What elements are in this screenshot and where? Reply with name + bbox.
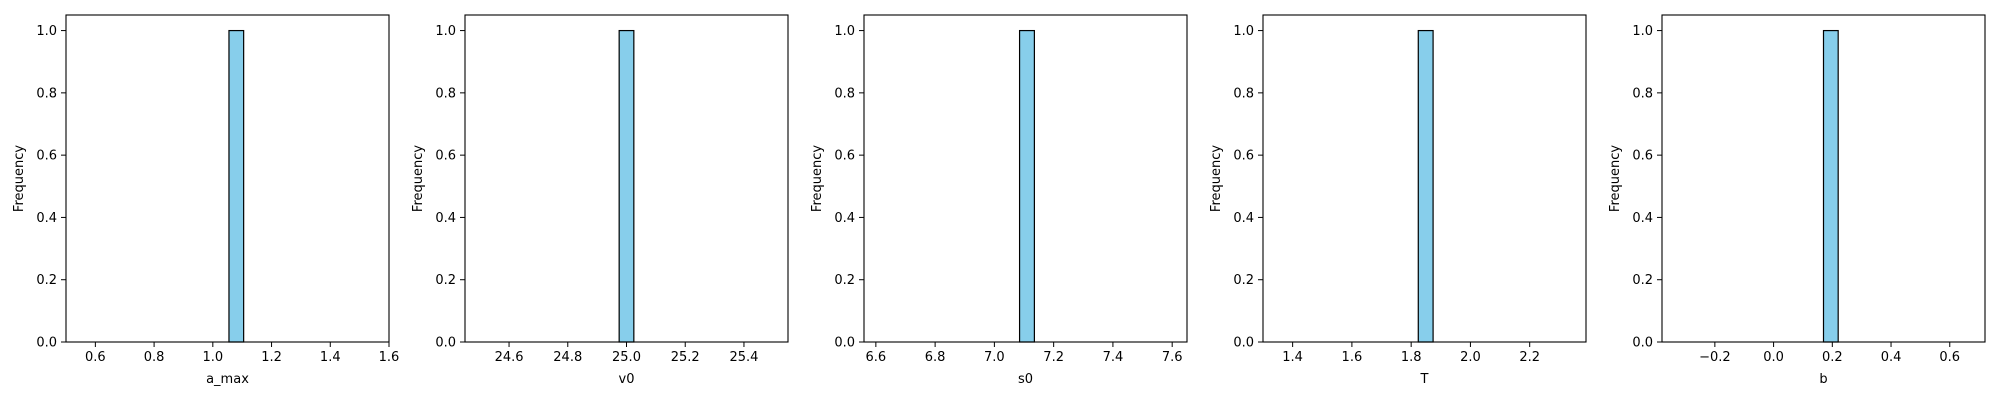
y-tick-label: 1.0 <box>36 24 57 39</box>
axes-frame <box>1661 14 1986 343</box>
histogram-bar <box>1417 29 1434 343</box>
x-tick-label: 24.8 <box>553 350 582 365</box>
x-axis-label: a_max <box>206 372 249 387</box>
histogram-panel-s0: 6.6 6.8 7.0 7.2 7.4 7.6 0.0 0.2 0.4 0.6 0.8 1.0 s0 Fr… <box>810 14 1188 387</box>
y-tick-label: 0.6 <box>36 149 57 164</box>
histogram-panel-b: −0.2 0.0 0.2 0.4 0.6 0.0 0.2 0.4 0.6 0.8 1.0 b Frequ… <box>1608 14 1986 387</box>
y-tick-label: 0.8 <box>834 86 855 101</box>
y-tick-label: 0.6 <box>1632 149 1653 164</box>
histogram-bar <box>618 29 635 343</box>
y-tick-label: 0.6 <box>1233 149 1254 164</box>
y-tick-label: 0.2 <box>834 273 855 288</box>
x-tick-label: 0.6 <box>85 350 106 365</box>
x-tick-label: 7.4 <box>1103 350 1124 365</box>
x-tick-label: 1.8 <box>1401 350 1422 365</box>
x-tick-label: 24.6 <box>495 350 524 365</box>
axes-frame <box>863 14 1188 343</box>
x-tick-label: 7.6 <box>1162 350 1183 365</box>
histogram-panel-T: 1.4 1.6 1.8 2.0 2.2 0.0 0.2 0.4 0.6 0.8 1.0 T Freque… <box>1209 14 1587 387</box>
y-tick-label: 0.0 <box>1233 336 1254 351</box>
y-tick-label: 0.0 <box>36 336 57 351</box>
x-tick-label: 25.2 <box>671 350 700 365</box>
y-axis-label: Frequency <box>411 145 426 212</box>
x-tick-label: 25.0 <box>612 350 641 365</box>
y-tick-label: 0.2 <box>435 273 456 288</box>
y-tick-label: 0.2 <box>36 273 57 288</box>
x-axis-label: b <box>1819 372 1827 387</box>
x-tick-label: 1.6 <box>379 350 400 365</box>
histogram-panel-v0: 24.6 24.8 25.0 25.2 25.4 0.0 0.2 0.4 0.6 0.8 1.0 v0… <box>411 14 789 387</box>
histogram-bar <box>1822 29 1839 343</box>
y-tick-label: 1.0 <box>1233 24 1254 39</box>
y-tick-label: 0.8 <box>36 86 57 101</box>
y-tick-label: 1.0 <box>1632 24 1653 39</box>
x-axis-label: T <box>1420 372 1429 387</box>
x-axis-label: s0 <box>1018 372 1033 387</box>
y-tick-label: 0.6 <box>834 149 855 164</box>
y-tick-label: 0.2 <box>1233 273 1254 288</box>
y-tick-label: 0.4 <box>834 211 855 226</box>
y-tick-label: 1.0 <box>435 24 456 39</box>
y-tick-label: 1.0 <box>834 24 855 39</box>
y-tick-label: 0.2 <box>1632 273 1653 288</box>
y-axis-label: Frequency <box>12 145 27 212</box>
y-tick-label: 0.4 <box>435 211 456 226</box>
x-tick-label: 1.4 <box>1282 350 1303 365</box>
y-axis-label: Frequency <box>1209 145 1224 212</box>
y-tick-label: 0.8 <box>435 86 456 101</box>
axes-frame <box>65 14 390 343</box>
y-tick-label: 0.4 <box>1632 211 1653 226</box>
x-tick-label: −0.2 <box>1699 350 1731 365</box>
x-tick-label: 1.0 <box>202 350 223 365</box>
x-tick-label: 6.6 <box>866 350 887 365</box>
x-tick-label: 7.0 <box>984 350 1005 365</box>
y-tick-label: 0.0 <box>1632 336 1653 351</box>
x-tick-label: 6.8 <box>925 350 946 365</box>
x-axis-label: v0 <box>619 372 635 387</box>
y-axis-label: Frequency <box>810 145 825 212</box>
y-axis-label: Frequency <box>1608 145 1623 212</box>
y-tick-label: 0.8 <box>1233 86 1254 101</box>
x-tick-label: 1.2 <box>261 350 282 365</box>
x-tick-label: 25.4 <box>729 350 758 365</box>
x-tick-label: 2.0 <box>1460 350 1481 365</box>
x-tick-label: 0.0 <box>1763 350 1784 365</box>
histogram-panel-a-max: 0.6 0.8 1.0 1.2 1.4 1.6 0.0 0.2 0.4 0.6 0.8 1.0 a_ma… <box>12 14 400 387</box>
y-tick-label: 0.4 <box>1233 211 1254 226</box>
x-tick-label: 2.2 <box>1519 350 1540 365</box>
x-tick-label: 0.8 <box>144 350 165 365</box>
y-tick-label: 0.6 <box>435 149 456 164</box>
x-tick-label: 1.4 <box>320 350 341 365</box>
x-tick-label: 0.4 <box>1881 350 1902 365</box>
axes-frame <box>1262 14 1587 343</box>
y-tick-label: 0.0 <box>834 336 855 351</box>
y-tick-label: 0.0 <box>435 336 456 351</box>
y-tick-label: 0.4 <box>36 211 57 226</box>
x-tick-label: 1.6 <box>1342 350 1363 365</box>
x-tick-label: 0.2 <box>1822 350 1843 365</box>
histogram-bar <box>228 29 245 343</box>
x-tick-label: 0.6 <box>1939 350 1960 365</box>
x-tick-label: 7.2 <box>1043 350 1064 365</box>
histogram-bar <box>1018 29 1035 343</box>
y-tick-label: 0.8 <box>1632 86 1653 101</box>
